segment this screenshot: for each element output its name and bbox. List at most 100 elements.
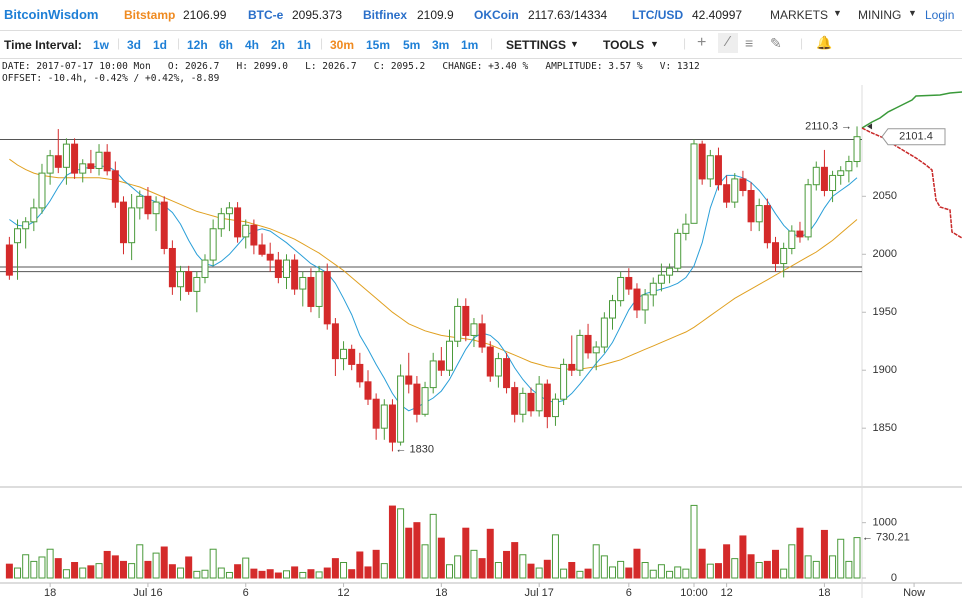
x-tick-label: 6 [626,587,632,598]
candle-body [462,305,470,336]
volume-bar [30,560,38,579]
interval[interactable]: 1h [297,38,312,52]
volume-tick-label: 0 [891,572,897,584]
interval[interactable]: 3d [127,38,142,52]
volume-bar [706,563,714,579]
x-tick-label: 18 [435,587,447,598]
candle-body [87,163,95,169]
volume-bar [250,568,258,579]
candle-body [38,172,46,209]
alert-tool[interactable]: 🔔 [816,35,833,50]
volume-bar [372,549,380,579]
draw-tool[interactable]: ✎ [770,35,782,51]
menu[interactable]: MARKETS [770,8,829,22]
candle-body [421,387,429,415]
login[interactable]: Login [925,8,955,22]
candle-body [160,201,168,249]
volume-bar [837,538,845,579]
volume-bar [551,534,559,579]
high-marker [867,123,873,130]
volume-bar [772,549,780,579]
interval[interactable]: 6h [219,38,234,52]
x-tick-label: 12 [337,587,349,598]
interval[interactable]: 30m [330,38,355,52]
interval[interactable]: 2h [271,38,286,52]
interval[interactable]: 1w [93,38,110,52]
interval[interactable]: 5m [403,38,421,52]
volume-bar [543,559,551,579]
volume-bar [600,555,608,579]
candle-body [331,323,339,360]
candle-body [560,363,568,400]
candle-body [527,392,535,412]
candle-body [731,178,739,203]
volume-bar [209,548,217,579]
ticker-name[interactable]: BTC-e [248,8,284,22]
menu[interactable]: MINING [858,8,902,22]
candle-body [511,387,519,415]
candle-body [372,398,380,429]
volume-bar [87,565,95,579]
volume-bar [535,567,543,579]
candle-body [772,242,780,265]
candle-body [445,340,453,371]
candle-body [201,259,209,278]
volume-bar [5,563,13,579]
ticker-name[interactable]: Bitstamp [124,8,176,22]
interval[interactable]: 1d [153,38,168,52]
candle-body [103,151,111,172]
volume-bar [747,554,755,579]
interval[interactable]: 15m [366,38,391,52]
brand[interactable]: BitcoinWisdom [4,7,99,22]
candle-body [674,232,682,269]
volume-bar [617,560,625,579]
volume-bar [780,568,788,579]
volume-bar [625,567,633,579]
volume-bar [258,570,266,579]
candle-body [356,363,364,383]
candle-body [46,155,54,174]
caret: ▼ [570,39,579,49]
volume-bar [103,550,111,579]
volume-bar [763,560,771,579]
candle-body [291,259,299,290]
ticker-name[interactable]: OKCoin [474,8,519,22]
hline-tool[interactable]: ≡ [745,35,754,51]
candle-body [503,358,511,389]
volume-bar [804,555,812,579]
volume-bar [95,563,103,579]
candle-body [217,213,225,230]
volume-bar [690,504,698,579]
ticker-value: 2095.373 [292,8,343,22]
volume-bar [486,528,494,579]
volume-bar [299,571,307,579]
candle-body [144,195,152,215]
candle-body [62,143,70,168]
separator: | [800,36,804,50]
volume-bar [682,568,690,579]
volume-bar [796,527,804,579]
candle-body [225,207,233,215]
menu[interactable]: SETTINGS [506,38,567,52]
candle-body [551,398,559,418]
volume-tick-label: 1000 [873,517,897,529]
volume-bar [527,563,535,579]
x-tick-label: 10:00 [680,587,708,598]
interval[interactable]: 12h [187,38,208,52]
ticker-name[interactable]: LTC/USD [632,8,684,22]
candle-body [30,207,38,223]
interval[interactable]: 4h [245,38,260,52]
crosshair-tool[interactable]: + [697,34,707,51]
candle-body [258,244,266,255]
ticker-value: 2106.99 [183,8,227,22]
menu[interactable]: TOOLS [603,38,645,52]
interval[interactable]: 1m [461,38,479,52]
ticker-name[interactable]: Bitfinex [363,8,408,22]
volume-bar [519,554,527,579]
candle-body [486,346,494,377]
interval[interactable]: 3m [432,38,450,52]
line-tool[interactable]: ⁄ [718,33,738,53]
volume-bar [454,555,462,579]
volume-bar [340,562,348,579]
volume-bar [788,544,796,579]
